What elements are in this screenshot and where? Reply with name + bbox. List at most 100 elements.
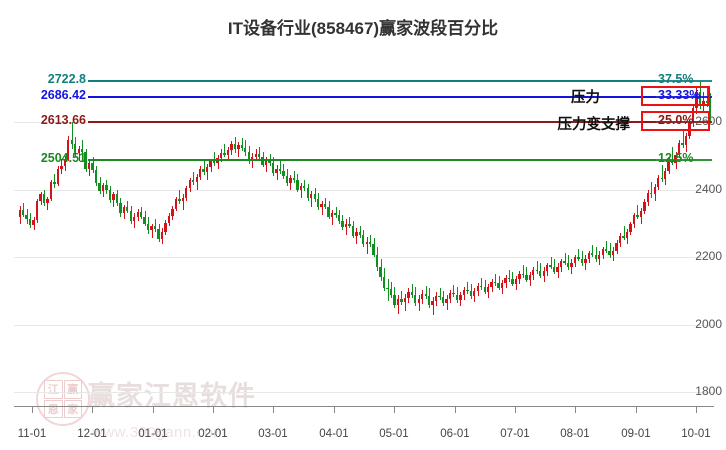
candle-body bbox=[434, 295, 438, 302]
candle-body bbox=[87, 163, 91, 169]
candle-body bbox=[209, 161, 212, 168]
candle-body bbox=[598, 254, 601, 260]
candle-body bbox=[670, 160, 674, 163]
candle-body bbox=[202, 169, 205, 173]
candle-body bbox=[178, 199, 181, 202]
candle-wick bbox=[651, 181, 652, 198]
candle-body bbox=[663, 170, 667, 179]
candle-body bbox=[316, 199, 320, 208]
candle-body bbox=[643, 201, 646, 211]
x-axis-tick bbox=[32, 407, 33, 413]
candle-body bbox=[115, 194, 119, 204]
candle-body bbox=[674, 154, 677, 163]
candle-body bbox=[695, 92, 698, 108]
watermark-seal-icon bbox=[36, 372, 90, 426]
candle-wick bbox=[266, 157, 267, 173]
candle-body bbox=[341, 220, 344, 227]
candle-body bbox=[684, 135, 688, 146]
candle-body bbox=[493, 281, 497, 283]
x-axis-tick bbox=[213, 407, 214, 413]
candle-body bbox=[539, 270, 542, 276]
candle-body bbox=[46, 199, 49, 204]
candle-body bbox=[140, 212, 143, 217]
candle-wick bbox=[332, 210, 333, 225]
candle-body bbox=[393, 295, 396, 305]
candle-body bbox=[466, 289, 469, 292]
gridline bbox=[14, 190, 714, 191]
candle-body bbox=[421, 293, 424, 299]
watermark-seal-chars: 江 赢 恩 家 bbox=[44, 380, 82, 418]
candle-body bbox=[445, 298, 448, 304]
candle-body bbox=[185, 188, 188, 198]
candle-body bbox=[261, 157, 264, 165]
candle-wick bbox=[356, 228, 357, 244]
candle-body bbox=[577, 257, 580, 259]
level-price-label: 2722.8 bbox=[47, 72, 86, 86]
candle-wick bbox=[301, 183, 302, 198]
candle-body bbox=[327, 206, 330, 217]
x-axis-tick-label: 12-01 bbox=[77, 428, 107, 440]
candle-body bbox=[622, 236, 625, 238]
candle-wick bbox=[554, 259, 555, 275]
candle-body bbox=[143, 216, 146, 224]
candle-body bbox=[556, 266, 559, 272]
candle-wick bbox=[367, 237, 368, 254]
candle-body bbox=[18, 210, 21, 217]
candle-body bbox=[167, 216, 171, 223]
candle-wick bbox=[82, 139, 83, 155]
candle-body bbox=[153, 226, 157, 229]
candle-wick bbox=[509, 269, 510, 282]
candle-body bbox=[438, 295, 441, 298]
candle-body bbox=[455, 294, 459, 300]
watermark-brand: 赢家江恩软件 bbox=[88, 381, 256, 411]
candle-body bbox=[323, 203, 327, 207]
candle-body bbox=[611, 250, 615, 256]
candle-wick bbox=[79, 145, 80, 161]
x-axis-tick-label: 07-01 bbox=[500, 428, 530, 440]
candle-body bbox=[469, 291, 472, 296]
candle-wick bbox=[495, 273, 496, 286]
candle-body bbox=[601, 249, 604, 255]
candle-body bbox=[251, 156, 254, 161]
candle-body bbox=[296, 180, 299, 190]
candle-body bbox=[483, 287, 486, 292]
candle-body bbox=[372, 243, 375, 255]
x-axis-tick-label: 11-01 bbox=[17, 428, 47, 440]
candle-body bbox=[591, 253, 594, 255]
candle-wick bbox=[610, 243, 611, 258]
candle-body bbox=[702, 100, 705, 105]
candle-body bbox=[542, 270, 545, 276]
candle-body bbox=[362, 235, 365, 245]
candle-body bbox=[681, 143, 684, 146]
x-axis-tick-label: 04-01 bbox=[319, 428, 349, 440]
level-line-stub bbox=[656, 80, 712, 82]
candle-body bbox=[660, 177, 663, 179]
candle-body bbox=[414, 295, 417, 304]
candle-wick bbox=[349, 217, 350, 229]
level-price-label: 2504.51 bbox=[40, 151, 86, 165]
y-axis-tick-label: 2200 bbox=[695, 249, 722, 263]
candle-body bbox=[667, 160, 670, 171]
level-percent-label: 37.5% bbox=[658, 72, 694, 86]
candle-body bbox=[303, 186, 306, 189]
candle-wick bbox=[304, 179, 305, 192]
candle-body bbox=[476, 285, 479, 292]
candle-body bbox=[500, 283, 504, 288]
candle-wick bbox=[294, 170, 295, 183]
candle-body bbox=[247, 151, 250, 161]
candle-body bbox=[181, 197, 184, 202]
highlighted-percent-box bbox=[641, 86, 710, 106]
candle-body bbox=[424, 293, 427, 296]
candle-body bbox=[344, 223, 348, 227]
candle-body bbox=[146, 223, 150, 231]
candle-wick bbox=[481, 277, 482, 290]
highlighted-percent-box bbox=[641, 111, 710, 131]
candle-body bbox=[119, 203, 122, 214]
candle-body bbox=[164, 222, 167, 232]
candle-body bbox=[63, 158, 67, 167]
candle-body bbox=[407, 292, 410, 298]
candle-wick bbox=[179, 189, 180, 204]
gridline bbox=[14, 257, 714, 258]
candle-body bbox=[375, 254, 379, 268]
candle-body bbox=[310, 194, 313, 198]
